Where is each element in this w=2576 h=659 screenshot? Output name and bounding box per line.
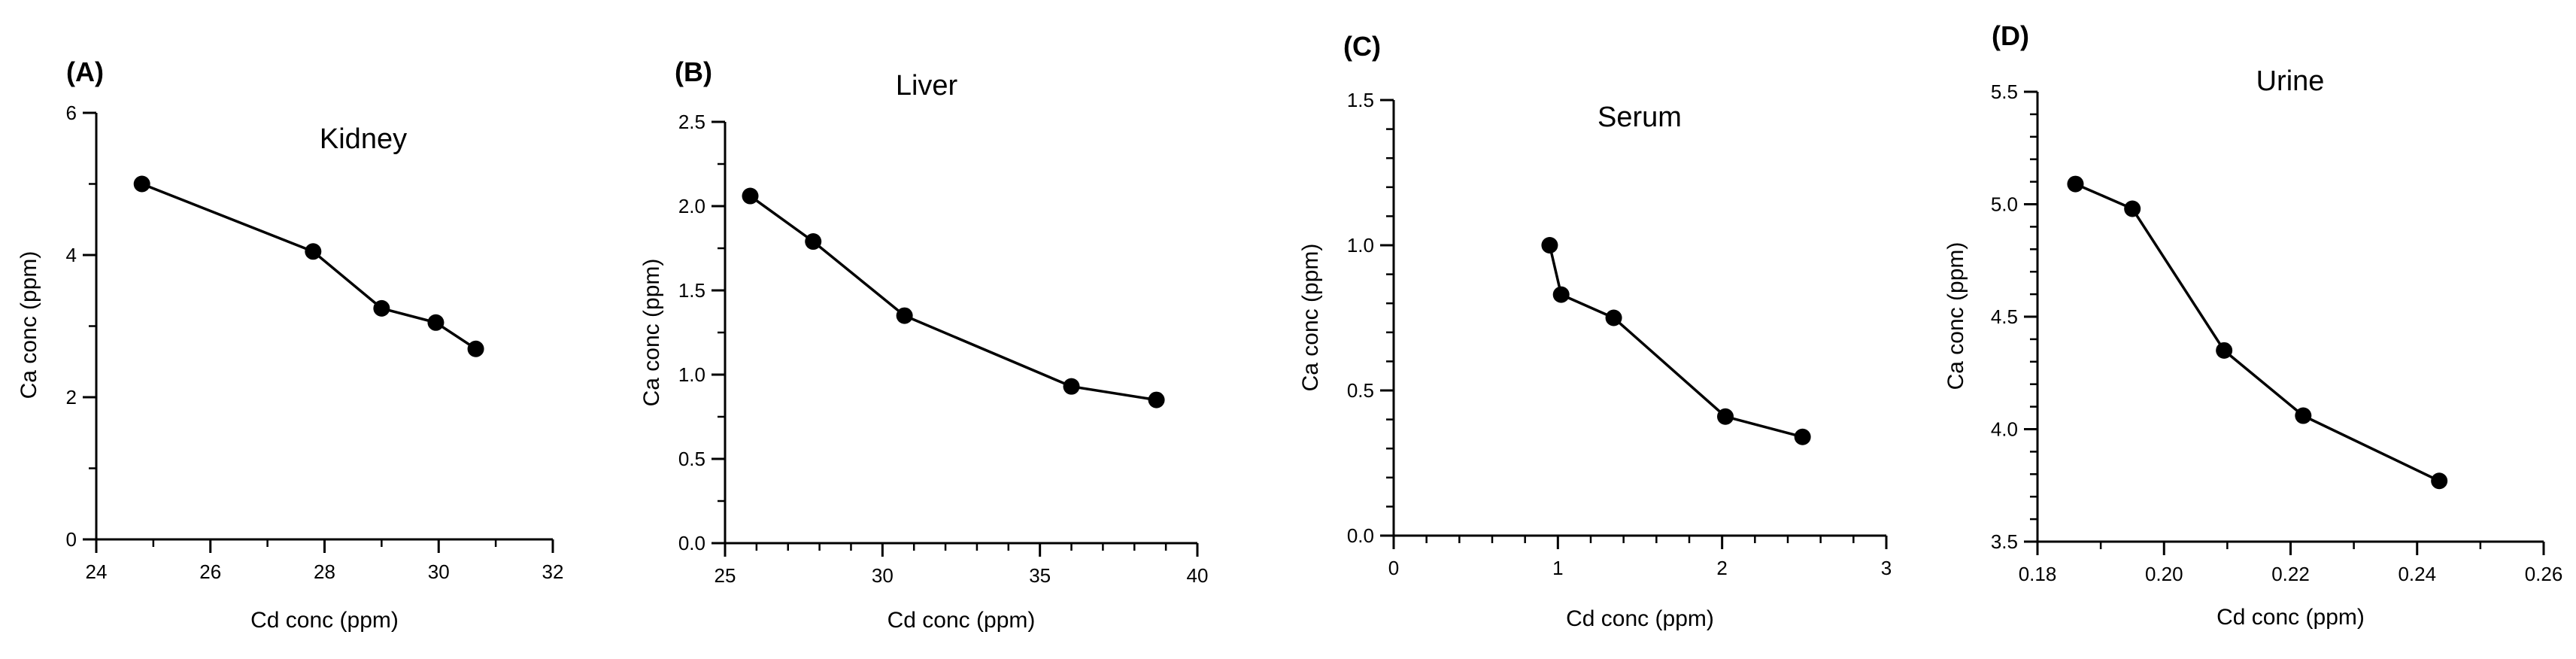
x-tick-label: 1 xyxy=(1552,557,1563,579)
chart-title: Urine xyxy=(2256,65,2325,97)
y-tick-label: 1.5 xyxy=(1347,89,1374,111)
data-point xyxy=(2295,407,2312,424)
data-point xyxy=(1717,408,1734,425)
y-tick-label: 0.0 xyxy=(1347,524,1374,547)
panel-letter: (D) xyxy=(1992,20,2029,51)
y-tick-label: 0.5 xyxy=(1347,379,1374,402)
x-tick-label: 0.24 xyxy=(2398,563,2436,585)
y-tick-label: 1.0 xyxy=(678,363,705,386)
data-point xyxy=(1605,309,1622,326)
panel-letter: (C) xyxy=(1343,31,1381,62)
series-line xyxy=(749,195,1157,402)
x-tick-label: 32 xyxy=(542,560,564,583)
x-axis-label: Cd conc (ppm) xyxy=(1566,606,1714,631)
y-axis-label: Ca conc (ppm) xyxy=(1298,244,1323,392)
y-axis-label: Ca conc (ppm) xyxy=(1943,242,1968,390)
x-tick-label: 0.18 xyxy=(2019,563,2057,585)
data-point xyxy=(305,243,322,260)
y-tick-label: 4.5 xyxy=(1991,305,2018,328)
x-tick-label: 0.20 xyxy=(2145,563,2183,585)
y-tick-label: 5.5 xyxy=(1991,80,2018,103)
x-tick-label: 35 xyxy=(1029,564,1051,587)
y-tick-label: 6 xyxy=(66,102,77,124)
x-tick-label: 0.26 xyxy=(2525,563,2563,585)
x-tick-label: 0.22 xyxy=(2271,563,2310,585)
data-point xyxy=(427,314,445,331)
y-tick-label: 1.0 xyxy=(1347,234,1374,257)
y-tick-label: 2.0 xyxy=(678,195,705,217)
data-point xyxy=(896,307,913,324)
y-tick-label: 1.5 xyxy=(678,279,705,302)
series-line xyxy=(141,182,477,351)
chart-title: Serum xyxy=(1597,102,1682,133)
data-point xyxy=(2124,200,2141,217)
x-tick-label: 25 xyxy=(715,564,736,587)
data-point xyxy=(1794,428,1811,445)
x-axis-label: Cd conc (ppm) xyxy=(887,608,1036,633)
x-tick-label: 26 xyxy=(199,560,221,583)
x-tick-label: 24 xyxy=(86,560,108,583)
x-tick-label: 30 xyxy=(872,564,894,587)
y-tick-label: 5.0 xyxy=(1991,193,2018,216)
y-axis-label: Ca conc (ppm) xyxy=(17,251,41,399)
x-tick-label: 40 xyxy=(1187,564,1209,587)
x-tick-label: 3 xyxy=(1881,557,1892,579)
y-tick-label: 4.0 xyxy=(1991,418,2018,441)
chart-title: Kidney xyxy=(320,123,407,155)
data-point xyxy=(1552,286,1570,303)
x-tick-label: 28 xyxy=(314,560,335,583)
series-line xyxy=(2074,182,2440,482)
chart-title: Liver xyxy=(896,70,958,102)
panel-letter: (B) xyxy=(675,56,712,87)
data-point xyxy=(2431,472,2448,490)
x-axis-label: Cd conc (ppm) xyxy=(250,608,399,633)
y-tick-label: 0.0 xyxy=(678,532,705,554)
panel-urine: (D) Urine 0.18 0.20 0.22 0.24 0.26 3.5 4.0 4.5 5.0… xyxy=(1943,20,2562,630)
data-point xyxy=(1063,378,1080,395)
y-tick-label: 4 xyxy=(66,244,77,266)
data-point xyxy=(467,340,484,357)
data-point xyxy=(742,187,759,205)
y-axis-label: Ca conc (ppm) xyxy=(639,259,664,407)
data-point xyxy=(133,175,150,193)
x-tick-label: 30 xyxy=(428,560,450,583)
data-point xyxy=(805,233,822,251)
y-tick-label: 3.5 xyxy=(1991,530,2018,553)
data-point xyxy=(1148,391,1165,408)
data-point xyxy=(2067,175,2084,193)
panel-serum: (C) Serum 0 1 2 3 0.0 0.5 1.0 1.5 Cd conc (ppm) Ca … xyxy=(1298,31,1892,631)
data-point xyxy=(2216,342,2233,359)
series-line xyxy=(1548,244,1804,439)
x-tick-label: 0 xyxy=(1388,557,1399,579)
panel-letter: (A) xyxy=(66,56,104,87)
panel-liver: (B) Liver 25 30 35 40 0.0 0.5 1.0 1.5 2.0 2.5 Cd con… xyxy=(639,56,1208,633)
y-tick-label: 0 xyxy=(66,528,77,551)
y-tick-label: 2 xyxy=(66,386,77,408)
data-point xyxy=(373,299,390,317)
x-tick-label: 2 xyxy=(1716,557,1727,579)
data-point xyxy=(1541,237,1558,254)
y-tick-label: 0.5 xyxy=(678,448,705,470)
y-tick-label: 2.5 xyxy=(678,111,705,133)
x-axis-label: Cd conc (ppm) xyxy=(2216,605,2365,630)
